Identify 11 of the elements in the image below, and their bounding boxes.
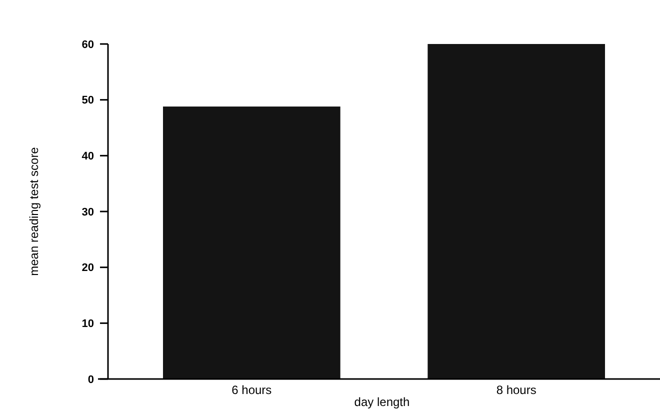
x-tick-label: 8 hours <box>496 383 536 397</box>
y-tick-label: 60 <box>82 38 94 51</box>
y-tick-label: 0 <box>88 374 94 386</box>
y-tick-label: 10 <box>82 318 94 330</box>
y-tick-label: 40 <box>82 150 94 163</box>
y-tick-label: 30 <box>82 206 94 218</box>
y-axis-title: mean reading test score <box>27 146 41 276</box>
y-tick-label: 50 <box>82 94 94 107</box>
x-tick-label: 6 hours <box>232 383 272 397</box>
x-axis-title: day length <box>354 395 410 409</box>
y-tick-label: 20 <box>82 262 94 274</box>
